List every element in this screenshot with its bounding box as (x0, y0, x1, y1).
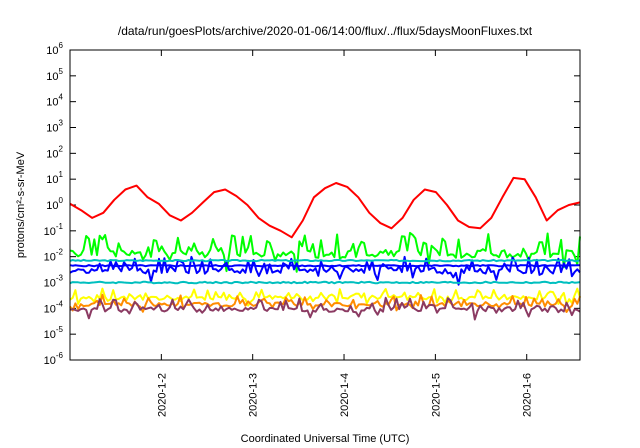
y-tick-label: 10-5 (44, 325, 64, 341)
y-tick-label: 103 (46, 119, 63, 135)
x-axis-label: Coordinated Universal Time (UTC) (241, 433, 410, 445)
series-line-9 (69, 296, 581, 321)
y-tick-label: 10-1 (44, 222, 64, 238)
y-tick-label: 10-2 (44, 248, 64, 264)
series-line-6 (69, 264, 580, 268)
series-line-8 (69, 293, 581, 313)
plot-frame (69, 49, 581, 361)
chart-title: /data/run/goesPlots/archive/2020-01-06/1… (118, 24, 533, 38)
y-tick-label: 10-4 (44, 299, 64, 315)
y-tick-label: 100 (46, 196, 63, 212)
x-tick-label: 2020-1-3 (248, 373, 260, 417)
x-axis-ticks: 2020-1-2 2020-1-3 2020-1-4 2020-1-5 2020-1-6 (156, 50, 534, 417)
series-line-4 (69, 258, 581, 263)
x-tick-label: 2020-1-2 (156, 373, 168, 417)
y-tick-label: 101 (46, 170, 63, 186)
y-tick-label: 105 (46, 67, 63, 83)
y-tick-label: 10-6 (44, 351, 64, 367)
y-tick-label: 106 (46, 41, 63, 57)
series-line-7 (69, 287, 581, 307)
series-line-2 (69, 231, 581, 273)
plot-series (69, 176, 581, 321)
series-line-1 (69, 176, 581, 239)
y-tick-label: 10-3 (44, 274, 64, 290)
x-tick-label: 2020-1-5 (430, 373, 442, 417)
x-tick-label: 2020-1-6 (522, 373, 534, 417)
series-line-3 (69, 255, 581, 286)
x-tick-label: 2020-1-4 (339, 373, 351, 417)
series-line-5 (69, 280, 581, 285)
y-tick-label: 104 (46, 93, 63, 109)
y-axis-label: protons/cm²-s-sr-MeV (15, 151, 27, 258)
y-tick-label: 102 (46, 144, 63, 160)
